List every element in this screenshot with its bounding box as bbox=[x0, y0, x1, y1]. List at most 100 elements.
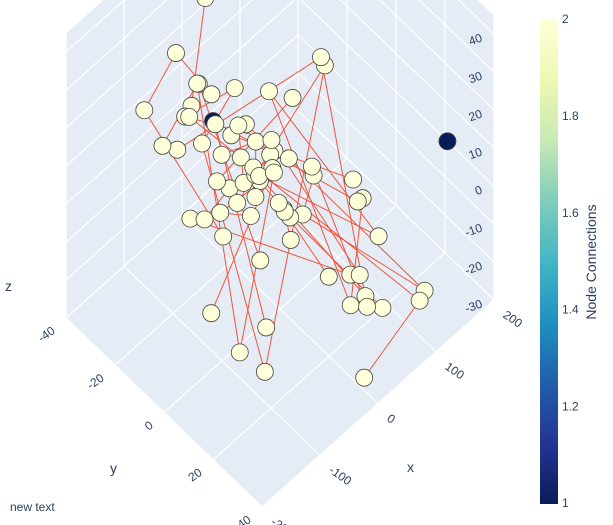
x-tick-label: 0 bbox=[384, 411, 398, 426]
node-marker[interactable] bbox=[231, 148, 250, 167]
x-tick-label: -200 bbox=[268, 515, 296, 525]
node-marker[interactable] bbox=[350, 266, 369, 284]
node-marker[interactable] bbox=[303, 157, 321, 176]
node-marker[interactable] bbox=[281, 231, 300, 249]
z-axis-title: z bbox=[5, 278, 12, 294]
node-marker[interactable] bbox=[241, 207, 260, 225]
gridline-z-right bbox=[65, 0, 126, 53]
node-marker[interactable] bbox=[246, 188, 265, 206]
node-marker[interactable] bbox=[312, 48, 330, 67]
z-tick-label: -20 bbox=[463, 259, 484, 278]
node-marker[interactable] bbox=[202, 304, 221, 323]
node-marker[interactable] bbox=[438, 132, 457, 151]
colorbar-tick-label: 1 bbox=[562, 496, 569, 510]
y-tick-label: -40 bbox=[35, 323, 58, 345]
node-marker[interactable] bbox=[250, 167, 268, 185]
edge-line bbox=[268, 91, 352, 306]
gridline-z-left bbox=[297, 110, 495, 301]
z-tick-label: 0 bbox=[473, 183, 484, 199]
node-marker[interactable] bbox=[229, 116, 248, 135]
colorbar-tick-label: 1.4 bbox=[562, 303, 579, 317]
x-axis-title: x bbox=[407, 459, 414, 475]
node-marker[interactable] bbox=[358, 297, 376, 316]
z-tick-label: -30 bbox=[463, 297, 484, 316]
gridline-z-right bbox=[65, 72, 299, 281]
gridline-z-left bbox=[379, 0, 495, 111]
z-tick-label: 10 bbox=[467, 145, 485, 163]
node-marker[interactable] bbox=[208, 172, 226, 191]
node-marker[interactable] bbox=[225, 79, 244, 97]
colorbar-tick-label: 1.6 bbox=[562, 206, 579, 220]
node-marker[interactable] bbox=[264, 163, 283, 182]
node-marker[interactable] bbox=[211, 203, 230, 222]
node-marker[interactable] bbox=[153, 136, 172, 155]
node-marker[interactable] bbox=[246, 132, 265, 151]
nodes-layer[interactable] bbox=[135, 0, 457, 387]
node-marker[interactable] bbox=[228, 193, 247, 212]
node-marker[interactable] bbox=[196, 0, 214, 7]
node-marker[interactable] bbox=[355, 368, 374, 387]
node-marker[interactable] bbox=[214, 227, 233, 246]
colorbar-gradient bbox=[540, 20, 558, 504]
colorbar-tick-label: 1.8 bbox=[562, 109, 579, 123]
node-marker[interactable] bbox=[193, 134, 211, 153]
edge-line bbox=[320, 57, 368, 307]
y-tick-label: 40 bbox=[235, 512, 254, 525]
gridline-z-left bbox=[457, 0, 495, 35]
node-marker[interactable] bbox=[344, 170, 362, 189]
node-marker[interactable] bbox=[180, 107, 199, 126]
y-tick-label: 20 bbox=[186, 465, 205, 484]
edge-line bbox=[177, 56, 322, 151]
node-marker[interactable] bbox=[251, 251, 270, 270]
y-tick-label: 0 bbox=[142, 418, 156, 433]
z-tick-label: 40 bbox=[467, 31, 485, 49]
gridline-z-left bbox=[339, 0, 495, 149]
node-marker[interactable] bbox=[206, 115, 225, 134]
node-marker[interactable] bbox=[167, 44, 185, 62]
node-marker[interactable] bbox=[212, 145, 231, 164]
edge-line bbox=[268, 90, 380, 237]
colorbar-ticks: 1 1.2 1.4 1.6 1.8 2 bbox=[562, 12, 579, 510]
node-marker[interactable] bbox=[319, 267, 338, 286]
x-tick-label: -100 bbox=[326, 463, 354, 488]
node-marker[interactable] bbox=[410, 291, 429, 310]
gridline-z-left bbox=[300, 0, 495, 187]
node-marker[interactable] bbox=[369, 227, 388, 246]
node-marker[interactable] bbox=[283, 89, 302, 107]
gridline-y-floor bbox=[212, 252, 446, 461]
node-marker[interactable] bbox=[195, 210, 214, 229]
gridline-z-right bbox=[65, 0, 296, 205]
edge-line bbox=[240, 157, 420, 302]
node-marker[interactable] bbox=[348, 192, 367, 211]
node-marker[interactable] bbox=[262, 131, 281, 149]
gridline-y-floor bbox=[163, 205, 397, 413]
colorbar-tick-label: 2 bbox=[562, 12, 569, 26]
edge-line bbox=[363, 300, 421, 379]
gridline-z-right bbox=[65, 34, 299, 243]
z-tick-label: 20 bbox=[467, 107, 485, 125]
z-tick-label: -10 bbox=[463, 221, 484, 240]
y-tick-label: -20 bbox=[84, 371, 107, 393]
node-marker[interactable] bbox=[373, 298, 392, 317]
node-marker[interactable] bbox=[269, 194, 288, 212]
x-tick-label: 200 bbox=[500, 308, 525, 331]
node-marker[interactable] bbox=[188, 74, 207, 93]
gridline-z-right bbox=[65, 0, 168, 91]
node-marker[interactable] bbox=[168, 140, 187, 159]
x-tick-label: 100 bbox=[442, 359, 467, 382]
gridline-z-right bbox=[65, 0, 211, 129]
gridline-z-left bbox=[297, 72, 495, 263]
node-marker[interactable] bbox=[279, 149, 298, 168]
edge-line bbox=[143, 52, 177, 111]
gridlines bbox=[65, 0, 495, 508]
edge-line bbox=[302, 214, 425, 292]
node-marker[interactable] bbox=[255, 362, 274, 381]
node-marker[interactable] bbox=[230, 343, 249, 362]
node-marker[interactable] bbox=[260, 82, 278, 101]
node-marker[interactable] bbox=[202, 85, 221, 104]
node-marker[interactable] bbox=[257, 318, 276, 337]
node-marker[interactable] bbox=[135, 101, 154, 120]
node-marker[interactable] bbox=[341, 296, 360, 315]
scene-3d[interactable]: -200-1000100200-40-2002040-30-20-1001020… bbox=[5, 0, 525, 525]
